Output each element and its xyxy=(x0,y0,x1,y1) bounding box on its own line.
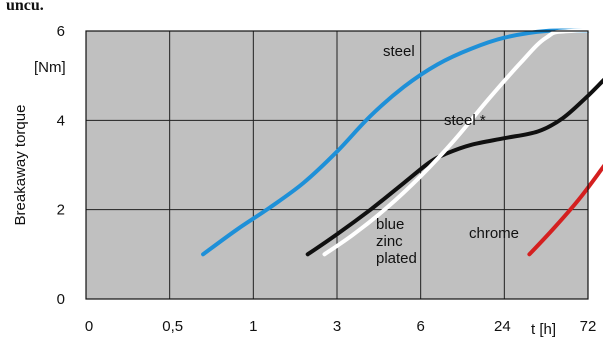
x-axis-label: t [h] xyxy=(531,321,556,338)
y-tick-label: 4 xyxy=(57,112,65,129)
x-tick-label: 3 xyxy=(333,318,341,335)
x-tick-label: 0 xyxy=(85,318,93,335)
y-tick-labels: 0 2 4 6 xyxy=(57,23,65,308)
x-tick-label: 24 xyxy=(494,318,511,335)
y-tick-label: 2 xyxy=(57,202,65,219)
series-label-blue-zinc-plated: blue zinc plated xyxy=(376,216,417,267)
series-labels: steel steel * blue zinc plated chrome xyxy=(376,43,519,267)
x-tick-label: 1 xyxy=(249,318,257,335)
y-axis-unit: [Nm] xyxy=(34,59,66,76)
x-tick-labels: 0 0,5 1 3 6 24 72 xyxy=(85,318,597,335)
x-tick-label: 0,5 xyxy=(162,318,183,335)
y-tick-label: 6 xyxy=(57,23,65,40)
series-label-chrome: chrome xyxy=(469,225,519,242)
cut-off-top-text: uncu. xyxy=(6,0,44,14)
plot-frame xyxy=(85,30,589,300)
y-tick-label: 0 xyxy=(57,291,65,308)
x-tick-label: 72 xyxy=(580,318,597,335)
series-label-steel: steel * xyxy=(444,112,486,129)
x-tick-label: 6 xyxy=(416,318,424,335)
series-line-steel xyxy=(201,28,590,257)
y-axis-label: Breakaway torque xyxy=(12,105,29,226)
series-line-steel xyxy=(305,77,603,257)
series-label-steel: steel xyxy=(383,43,415,60)
series-line-chrome xyxy=(527,163,603,257)
